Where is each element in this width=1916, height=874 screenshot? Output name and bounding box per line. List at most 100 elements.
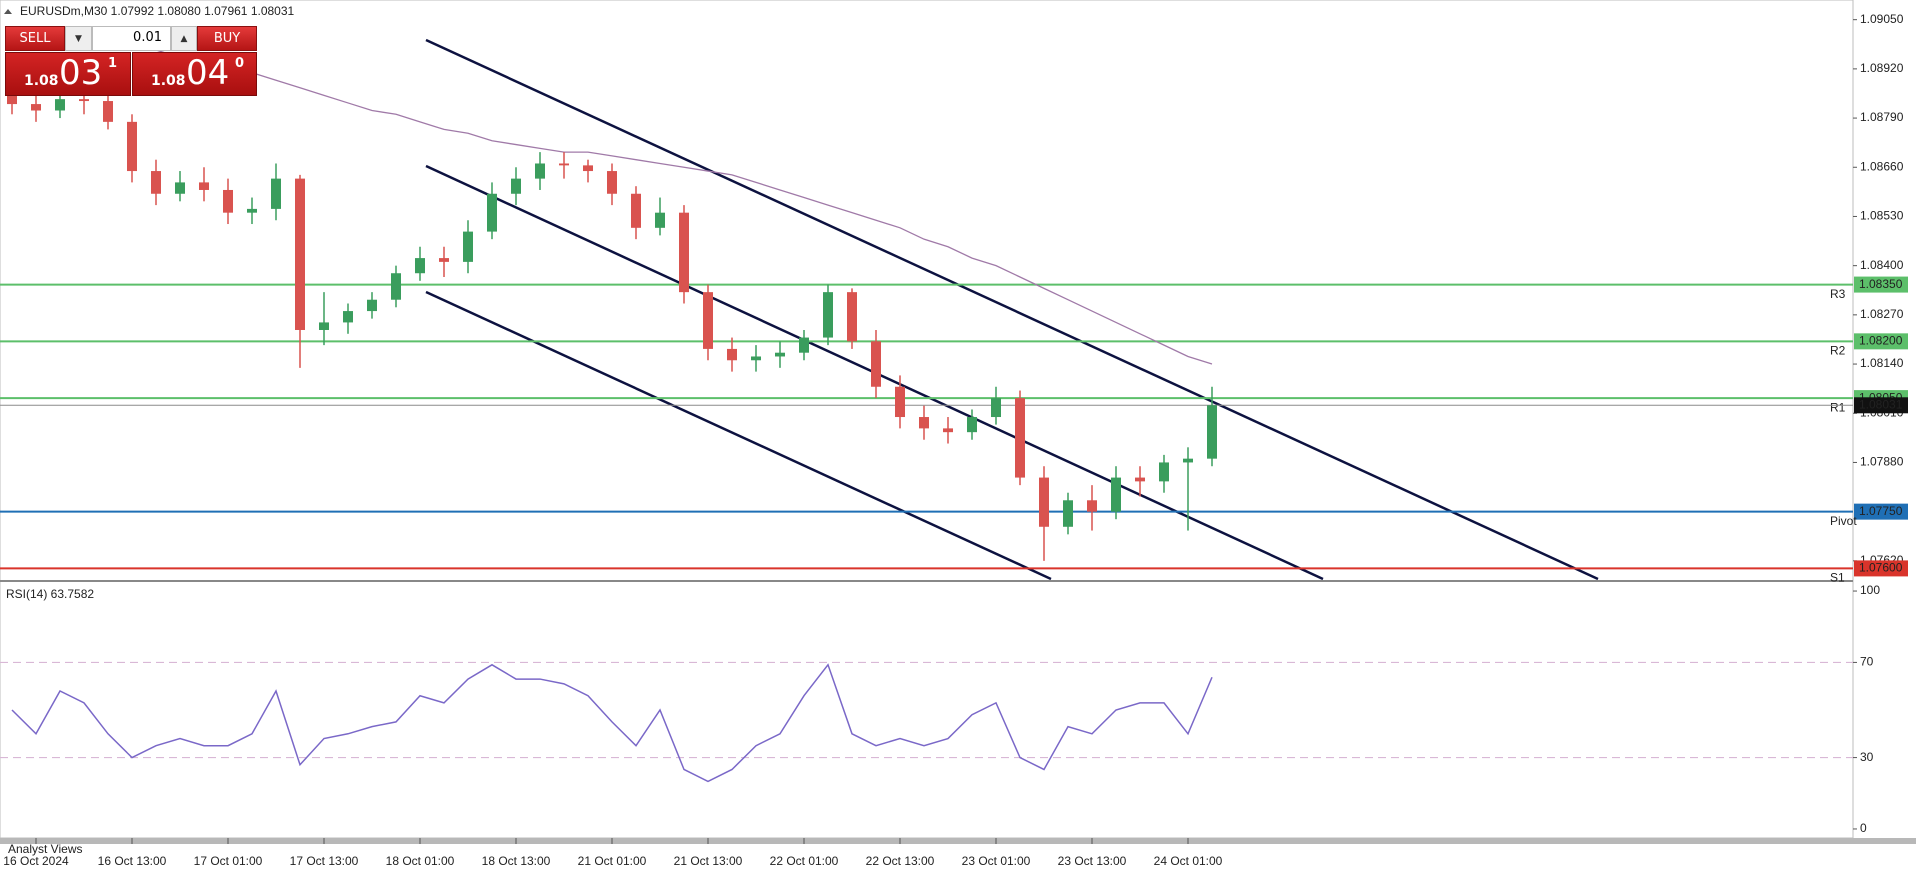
symbol-info: EURUSDm,M30 1.07992 1.08080 1.07961 1.08… [20,4,295,18]
level-label-box [1854,333,1908,350]
candle-body [367,299,377,312]
indicator-title: RSI(14) 63.7582 [6,587,94,601]
ask-big: 1.08 [151,73,186,89]
x-tick-label: 23 Oct 13:00 [1058,854,1127,868]
candle-body [751,356,761,361]
ask-point: 0 [235,56,245,71]
candle-body [703,292,713,349]
candle-body [463,231,473,262]
candle-body [871,341,881,387]
candle-body [823,292,833,338]
level-tag: R3 [1830,287,1846,301]
x-tick-label: 17 Oct 01:00 [194,854,263,868]
current-price-label: 1.08031 [1859,397,1903,411]
bid-digits: 03 [59,53,103,93]
candle-body [319,322,329,330]
candle-body [1183,458,1193,463]
x-tick-label: 17 Oct 13:00 [290,854,359,868]
candle-body [1015,398,1025,478]
candle-body [247,208,257,213]
candle-body [151,171,161,194]
candle-body [439,258,449,262]
ask-digits: 04 [186,53,230,93]
current-price-box [1854,397,1908,414]
candle-body [943,428,953,433]
level-label-box [1854,503,1908,520]
candle-body [895,386,905,418]
x-tick-label: 22 Oct 13:00 [866,854,935,868]
candle-body [559,163,569,166]
y-tick-label: 70 [1860,655,1874,669]
candle-body [967,417,977,433]
y-tick-label: 100 [1860,583,1880,597]
y-tick-label: 1.08400 [1860,258,1904,272]
y-tick-label: 1.08920 [1860,61,1904,75]
candle-body [1087,500,1097,512]
candle-body [679,212,689,293]
level-label-box [1854,276,1908,293]
candle-body [271,178,281,209]
level-label: 1.07750 [1859,504,1903,518]
candle-body [223,189,233,213]
candle-body [1159,462,1169,482]
x-tick-label: 21 Oct 01:00 [578,854,647,868]
level-label: 1.07600 [1859,561,1903,575]
x-tick-label: 16 Oct 13:00 [98,854,167,868]
buy-button[interactable]: BUY [197,26,257,51]
ask-price[interactable]: 1.08 04 0 [132,52,257,96]
candle-body [1207,405,1217,459]
level-tag: R1 [1830,400,1846,414]
candle-body [55,99,65,111]
volume-down[interactable]: ▼ [65,26,92,51]
y-tick-label: 1.08530 [1860,209,1904,223]
candle-body [535,163,545,179]
candle-body [199,182,209,190]
x-tick-label: 18 Oct 13:00 [482,854,551,868]
y-tick-label: 1.07880 [1860,455,1904,469]
bottom-tab[interactable]: Analyst Views [8,842,82,856]
candle-body [847,292,857,342]
level-label: 1.08200 [1859,334,1903,348]
candle-body [727,348,737,361]
x-tick-label: 24 Oct 01:00 [1154,854,1223,868]
bid-point: 1 [108,56,118,71]
channel-line [425,290,1052,581]
bottom-bar [0,838,1916,844]
y-tick-label: 1.08790 [1860,110,1904,124]
candle-body [31,104,41,111]
rsi-line [11,663,1213,783]
candle-body [343,311,353,323]
candle-body [607,171,617,194]
collapse-icon[interactable] [4,9,12,14]
y-tick-label: 0 [1860,821,1867,835]
candle-body [775,352,785,357]
candle-body [919,417,929,429]
y-tick-label: 1.09050 [1860,12,1904,26]
channel-line [425,38,1599,581]
x-tick-label: 18 Oct 01:00 [386,854,455,868]
volume-up[interactable]: ▲ [171,26,197,51]
candle-body [175,182,185,194]
bid-big: 1.08 [24,73,59,89]
bid-price[interactable]: 1.08 03 1 [5,52,131,96]
y-tick-label: 30 [1860,750,1874,764]
sell-button[interactable]: SELL [5,26,65,51]
candle-body [415,258,425,274]
candle-body [799,337,809,353]
moving-average [131,41,1213,365]
candle-body [487,193,497,232]
level-tag: Pivot [1830,514,1857,528]
level-label-box [1854,560,1908,577]
candle-body [631,193,641,228]
candle-body [1111,477,1121,512]
x-tick-label: 22 Oct 01:00 [770,854,839,868]
candle-body [127,121,137,172]
candle-body [1063,500,1073,527]
volume-field[interactable]: 0.01 [92,26,171,51]
x-tick-label: 16 Oct 2024 [3,854,69,868]
candle-body [391,273,401,300]
x-tick-label: 21 Oct 13:00 [674,854,743,868]
candle-body [295,178,305,330]
level-label: 1.08350 [1859,277,1903,291]
